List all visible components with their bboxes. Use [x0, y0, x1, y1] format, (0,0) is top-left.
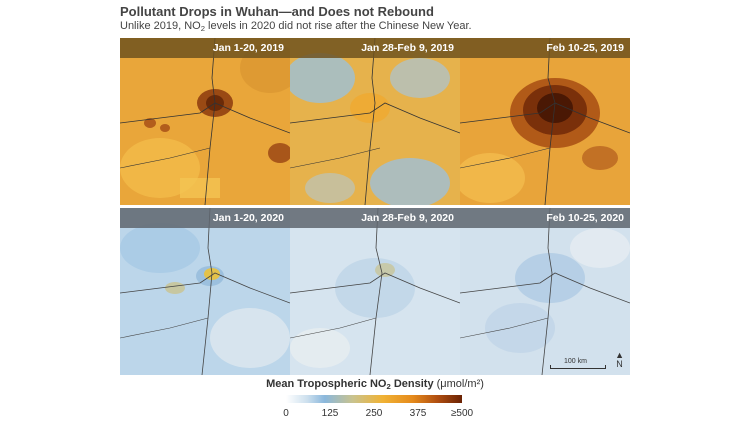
figure-subtitle: Unlike 2019, NO2 levels in 2020 did not …	[120, 20, 472, 33]
panel-date-label: Jan 28-Feb 9, 2019	[290, 38, 460, 58]
no2-map-2019-b	[290, 38, 460, 205]
scale-bar-line	[550, 365, 606, 369]
no2-map-2019-c	[460, 38, 630, 205]
colorbar-title: Mean Tropospheric NO2 Density (μmol/m²)	[266, 378, 484, 391]
map-panel-jan28-feb9-2020: Jan 28-Feb 9, 2020	[290, 208, 460, 375]
scale-bar-label: 100 km	[564, 358, 587, 365]
north-arrow-icon: ▲ N	[615, 350, 624, 369]
panel-date-label: Jan 28-Feb 9, 2020	[290, 208, 460, 228]
panel-date-label: Feb 10-25, 2019	[460, 38, 630, 58]
map-panel-feb10-25-2020: Feb 10-25, 2020 100 km ▲ N	[460, 208, 630, 375]
map-panel-feb10-25-2019: Feb 10-25, 2019	[460, 38, 630, 205]
colorbar-tick: 0	[283, 408, 289, 419]
map-panel-jan1-20-2019: Jan 1-20, 2019	[120, 38, 290, 205]
panel-date-label: Feb 10-25, 2020	[460, 208, 630, 228]
colorbar-tick: ≥500	[450, 408, 474, 419]
no2-map-2020-a	[120, 208, 290, 375]
colorbar-tick: 375	[409, 408, 427, 419]
scale-bar: 100 km	[550, 358, 614, 369]
colorbar-tick: 250	[365, 408, 383, 419]
map-panel-jan1-20-2020: Jan 1-20, 2020	[120, 208, 290, 375]
no2-map-2020-b	[290, 208, 460, 375]
figure-title: Pollutant Drops in Wuhan—and Does not Re…	[120, 4, 434, 19]
no2-map-2020-c	[460, 208, 630, 375]
colorbar-tick: 125	[321, 408, 339, 419]
north-label: N	[616, 359, 623, 369]
no2-map-2019-a	[120, 38, 290, 205]
map-panel-jan28-feb9-2019: Jan 28-Feb 9, 2019	[290, 38, 460, 205]
panel-date-label: Jan 1-20, 2019	[120, 38, 290, 58]
colorbar	[286, 395, 462, 403]
panel-date-label: Jan 1-20, 2020	[120, 208, 290, 228]
